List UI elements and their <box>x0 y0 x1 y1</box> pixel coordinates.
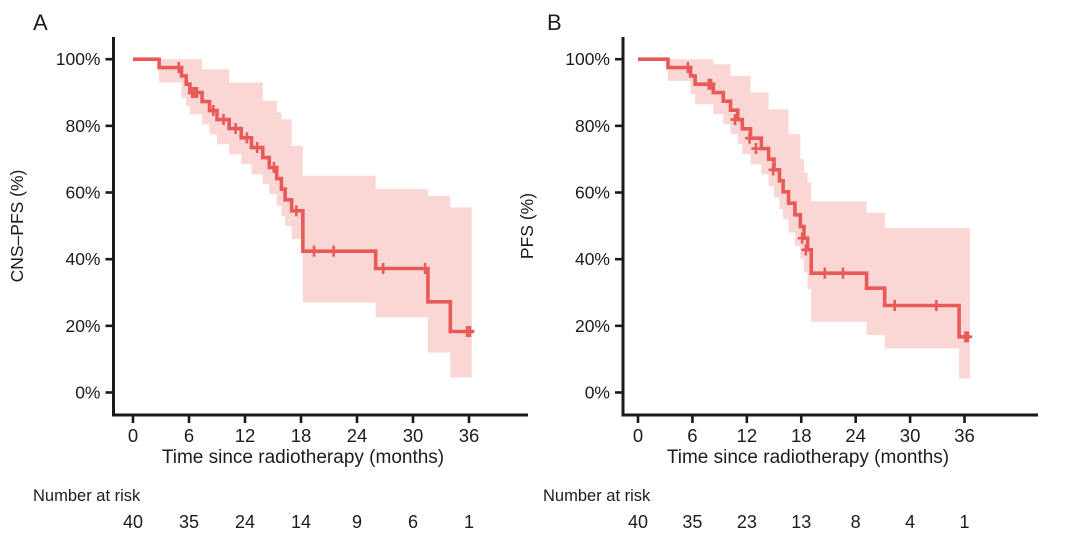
number-at-risk-count: 1 <box>959 512 970 532</box>
number-at-risk-count: 24 <box>234 512 255 532</box>
x-axis-tick-label: 12 <box>737 425 758 446</box>
confidence-band <box>667 59 970 379</box>
number-at-risk-count: 13 <box>791 512 812 532</box>
censor-mark <box>706 78 716 90</box>
number-at-risk-count: 35 <box>178 512 199 532</box>
number-at-risk-count: 14 <box>290 512 311 532</box>
y-axis-tick-label: 100% <box>56 49 101 69</box>
y-axis-tick-label: 20% <box>575 316 610 336</box>
panel-a-x-axis-title: Time since radiotherapy (months) <box>161 447 445 468</box>
y-axis-tick-label: 80% <box>65 116 100 136</box>
number-at-risk-count: 6 <box>407 512 418 532</box>
censor-mark <box>820 267 830 279</box>
panel-b-number-at-risk-label: Number at risk <box>543 487 651 505</box>
number-at-risk-count: 23 <box>736 512 757 532</box>
censor-mark <box>420 263 430 275</box>
x-axis-tick-label: 30 <box>900 425 921 446</box>
censor-mark <box>801 244 811 256</box>
number-at-risk-count: 4 <box>905 512 916 532</box>
y-axis-tick-label: 80% <box>575 116 610 136</box>
panel-a-plot: 0 6 12 18 24 30 36 0% 20% 40% 60% 80% 100% <box>56 37 528 446</box>
x-axis-tick-label: 18 <box>791 425 812 446</box>
censor-mark <box>269 162 279 174</box>
x-axis-tick-label: 12 <box>235 425 256 446</box>
y-axis-tick-label: 60% <box>575 183 610 203</box>
censor-mark <box>174 62 184 74</box>
censor-mark <box>890 300 900 312</box>
y-axis-tick-label: 100% <box>565 49 610 69</box>
number-at-risk-count: 35 <box>682 512 703 532</box>
number-at-risk-count: 40 <box>627 512 649 532</box>
censor-mark <box>838 267 848 279</box>
censor-mark <box>931 300 941 312</box>
censor-mark <box>378 263 388 275</box>
number-at-risk-count: 8 <box>850 512 861 532</box>
censor-mark <box>683 62 693 74</box>
censor-mark <box>242 132 252 144</box>
x-axis-tick-label: 6 <box>184 425 194 446</box>
y-axis-tick-label: 0% <box>585 383 610 403</box>
censor-mark <box>768 164 778 176</box>
censor-mark <box>192 87 202 99</box>
censor-mark <box>730 114 740 126</box>
censor-mark <box>219 114 229 126</box>
censor-mark <box>231 123 241 135</box>
y-axis-tick-label: 20% <box>65 316 100 336</box>
panel-b-x-axis-title: Time since radiotherapy (months) <box>666 447 950 468</box>
number-at-risk-count: 9 <box>351 512 362 532</box>
panel-b-letter: B <box>547 10 562 35</box>
censor-mark <box>208 105 218 117</box>
panel-a-y-axis-title: CNS–PFS (%) <box>7 169 27 283</box>
censor-mark <box>329 245 339 257</box>
censor-mark <box>291 205 301 217</box>
panel-b-plot: 0 6 12 18 24 30 36 0% 20% 40% 60% 80% 100% <box>565 37 1038 446</box>
x-axis-tick-label: 6 <box>687 425 697 446</box>
x-axis-tick-label: 0 <box>128 425 138 446</box>
y-axis-tick-label: 40% <box>65 249 100 269</box>
y-axis-tick-label: 40% <box>575 249 610 269</box>
censor-mark <box>309 245 319 257</box>
x-axis-tick-label: 36 <box>459 425 480 446</box>
censor-mark <box>963 331 973 343</box>
number-at-risk-count: 40 <box>122 512 144 532</box>
x-axis-tick-label: 24 <box>845 425 866 446</box>
x-axis-tick-label: 30 <box>403 425 424 446</box>
x-axis-tick-label: 0 <box>633 425 643 446</box>
panel-a-number-at-risk-label: Number at risk <box>33 487 141 505</box>
panel-b-y-axis-title: PFS (%) <box>517 192 537 260</box>
panel-a-letter: A <box>33 10 48 35</box>
y-axis-tick-label: 60% <box>65 183 100 203</box>
x-axis-tick-label: 18 <box>291 425 312 446</box>
x-axis-tick-label: 36 <box>954 425 975 446</box>
censor-mark <box>797 232 807 244</box>
x-axis-tick-label: 24 <box>347 425 368 446</box>
censor-mark <box>252 142 262 154</box>
censor-mark <box>751 143 761 155</box>
number-at-risk-count: 1 <box>463 512 474 532</box>
censor-mark <box>465 326 475 338</box>
y-axis-tick-label: 0% <box>75 383 100 403</box>
confidence-band <box>159 59 472 378</box>
censor-mark <box>745 132 755 144</box>
